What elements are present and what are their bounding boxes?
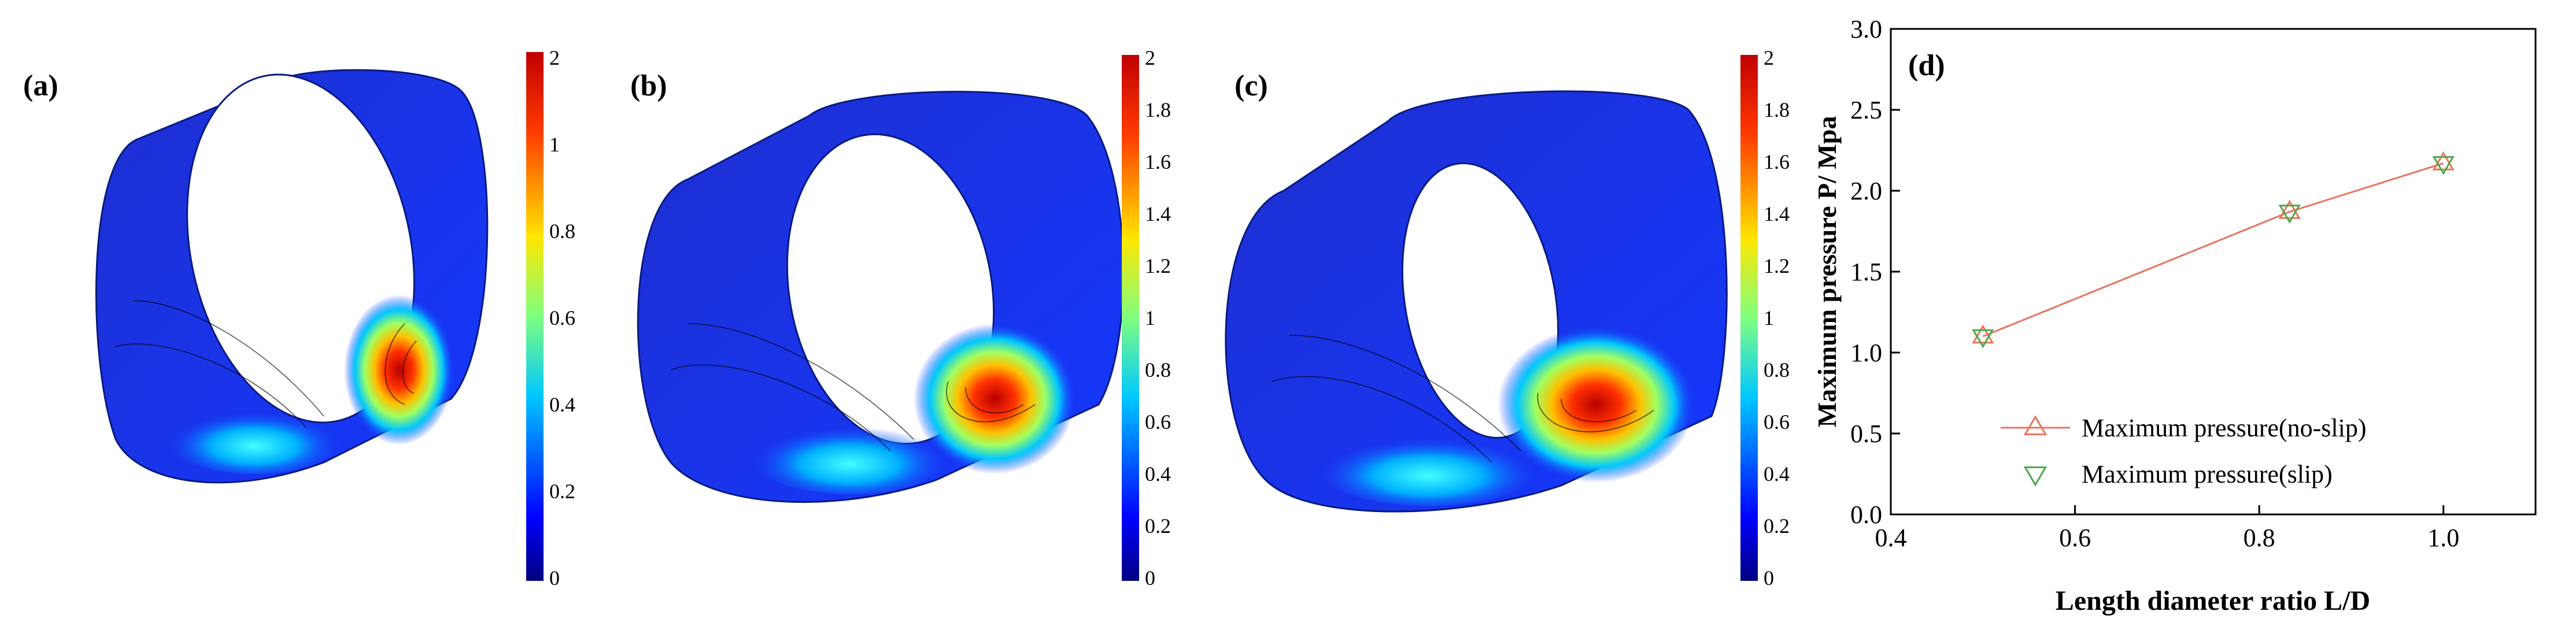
series-line: [1982, 162, 2444, 338]
cylinder-c-hotspot: [1498, 327, 1694, 483]
colorbar-tick-label: 1.2: [1764, 254, 1790, 277]
cylinder-a-contours: [115, 300, 417, 428]
colorbar-c-ticks: 2 1.8 1.6 1.4 1.2 1 0.8 0.6 0.4 0.2 0: [1764, 46, 1790, 590]
colorbar-tick-label: 1.8: [1764, 98, 1790, 121]
legend-marker: [2023, 466, 2048, 487]
panel-c: (c) 2 1.8 1.6 1.4 1.2 1 0.8 0.6 0.4 0.2 0: [1225, 46, 1790, 590]
colorbar-tick-label: 1.8: [1145, 98, 1171, 121]
panel-b: (b) 2 1.8 1.6 1.4 1.2 1 0.8 0.6 0.4 0.2 0: [630, 46, 1171, 590]
cylinder-b: [637, 91, 1125, 503]
colorbar-tick-label: 1: [1764, 306, 1774, 329]
panel-a-label: (a): [23, 69, 58, 102]
colorbar-tick-label: 2: [1145, 46, 1155, 69]
series-layer: [1972, 151, 2455, 349]
y-tick-label: 2.0: [1850, 177, 1882, 205]
panel-c-label: (c): [1235, 69, 1268, 102]
cylinder-b-hotspot: [914, 324, 1076, 474]
x-axis-label: Length diameter ratio L/D: [2056, 585, 2370, 616]
colorbar-c-bar: [1740, 55, 1758, 581]
x-tick-label: 1.0: [2427, 524, 2459, 552]
y-tick-label: 0.0: [1850, 501, 1882, 529]
colorbar-tick-label: 0: [549, 566, 560, 590]
y-tick-label: 0.5: [1850, 420, 1882, 448]
y-tick-label: 2.5: [1850, 96, 1882, 124]
colorbar-tick-label: 0.2: [1145, 514, 1171, 538]
cylinder-a: [95, 69, 489, 484]
colorbar-tick-label: 1: [549, 133, 560, 156]
data-point: [2432, 151, 2455, 171]
cylinder-c: [1225, 90, 1728, 513]
colorbar-tick-label: 0.6: [1145, 410, 1171, 433]
colorbar-tick-label: 0.4: [1145, 462, 1171, 486]
colorbar-b: 2 1.8 1.6 1.4 1.2 1 0.8 0.6 0.4 0.2 0: [1122, 46, 1171, 590]
colorbar-tick-label: 0.6: [549, 306, 575, 329]
panel-b-label: (b): [630, 69, 667, 102]
legend-label: Maximum pressure(no-slip): [2082, 414, 2366, 442]
series-slip: [1972, 156, 2455, 349]
colorbar-tick-label: 0.8: [1764, 358, 1790, 381]
colorbar-a: 2 1 0.8 0.6 0.4 0.2 0: [526, 46, 575, 590]
chart-panel-label: (d): [1908, 49, 1945, 82]
series-no-slip: [1972, 151, 2455, 344]
colorbar-tick-label: 0.8: [549, 220, 575, 243]
colorbar-tick-label: 1.4: [1145, 202, 1171, 225]
data-point: [1972, 329, 1994, 349]
y-tick-label: 1.0: [1850, 339, 1882, 367]
colorbar-tick-label: 2: [549, 46, 560, 69]
colorbar-tick-label: 1.2: [1145, 254, 1171, 277]
legend-item: Maximum pressure(slip): [2023, 460, 2333, 488]
colorbar-tick-label: 0: [1145, 566, 1155, 590]
x-axis-ticks: 0.4 0.6 0.8 1.0: [1875, 505, 2459, 552]
colorbar-tick-label: 1.4: [1764, 202, 1790, 225]
x-tick-label: 0.4: [1875, 524, 1907, 552]
data-point: [2432, 156, 2455, 175]
colorbar-c: 2 1.8 1.6 1.4 1.2 1 0.8 0.6 0.4 0.2 0: [1740, 46, 1790, 590]
colorbar-a-bar: [526, 52, 544, 581]
chart-d: (d) 0.4 0.6 0.8 1.0 0.0 0.5 1.0 1.5 2.0 2.5 3.0 L…: [1812, 15, 2537, 616]
x-tick-label: 0.6: [2059, 524, 2091, 552]
cylinder-b-contours: [670, 323, 1036, 451]
colorbar-tick-label: 0: [1764, 566, 1774, 590]
cylinder-a-coolspot: [168, 405, 341, 474]
colorbar-tick-label: 0.2: [1764, 514, 1790, 538]
legend: Maximum pressure(no-slip) Maximum pressur…: [2001, 414, 2366, 488]
colorbar-tick-label: 2: [1764, 46, 1774, 69]
legend-label: Maximum pressure(slip): [2082, 460, 2333, 488]
y-axis-ticks: 0.0 0.5 1.0 1.5 2.0 2.5 3.0: [1850, 15, 1900, 529]
colorbar-a-ticks: 2 1 0.8 0.6 0.4 0.2 0: [549, 46, 575, 590]
x-tick-label: 0.8: [2244, 524, 2275, 552]
colorbar-tick-label: 1.6: [1764, 150, 1790, 173]
data-point: [2278, 199, 2301, 219]
y-tick-label: 3.0: [1850, 15, 1882, 43]
y-tick-label: 1.5: [1850, 258, 1882, 286]
y-axis-label: Maximum pressure P/ Mpa: [1812, 116, 1842, 428]
colorbar-tick-label: 0.2: [549, 480, 575, 503]
colorbar-tick-label: 1.6: [1145, 150, 1171, 173]
data-point: [1972, 324, 1994, 344]
data-point: [2278, 205, 2301, 224]
colorbar-tick-label: 0.4: [1764, 462, 1790, 486]
cylinder-b-coolspot: [752, 419, 948, 494]
colorbar-b-bar: [1122, 55, 1139, 581]
panel-a: (a) 2 1 0.8 0.6 0.4 0.2 0: [23, 46, 575, 590]
colorbar-tick-label: 1: [1145, 306, 1155, 329]
legend-item: Maximum pressure(no-slip): [2001, 414, 2366, 442]
cylinder-c-coolspot: [1318, 431, 1538, 506]
legend-marker: [2023, 415, 2048, 436]
colorbar-tick-label: 0.6: [1764, 410, 1790, 433]
cylinder-a-hotspot: [344, 295, 454, 445]
colorbar-tick-label: 0.4: [549, 393, 575, 416]
colorbar-tick-label: 0.8: [1145, 358, 1171, 381]
cylinder-c-contours: [1272, 335, 1654, 463]
colorbar-b-ticks: 2 1.8 1.6 1.4 1.2 1 0.8 0.6 0.4 0.2 0: [1145, 46, 1171, 590]
